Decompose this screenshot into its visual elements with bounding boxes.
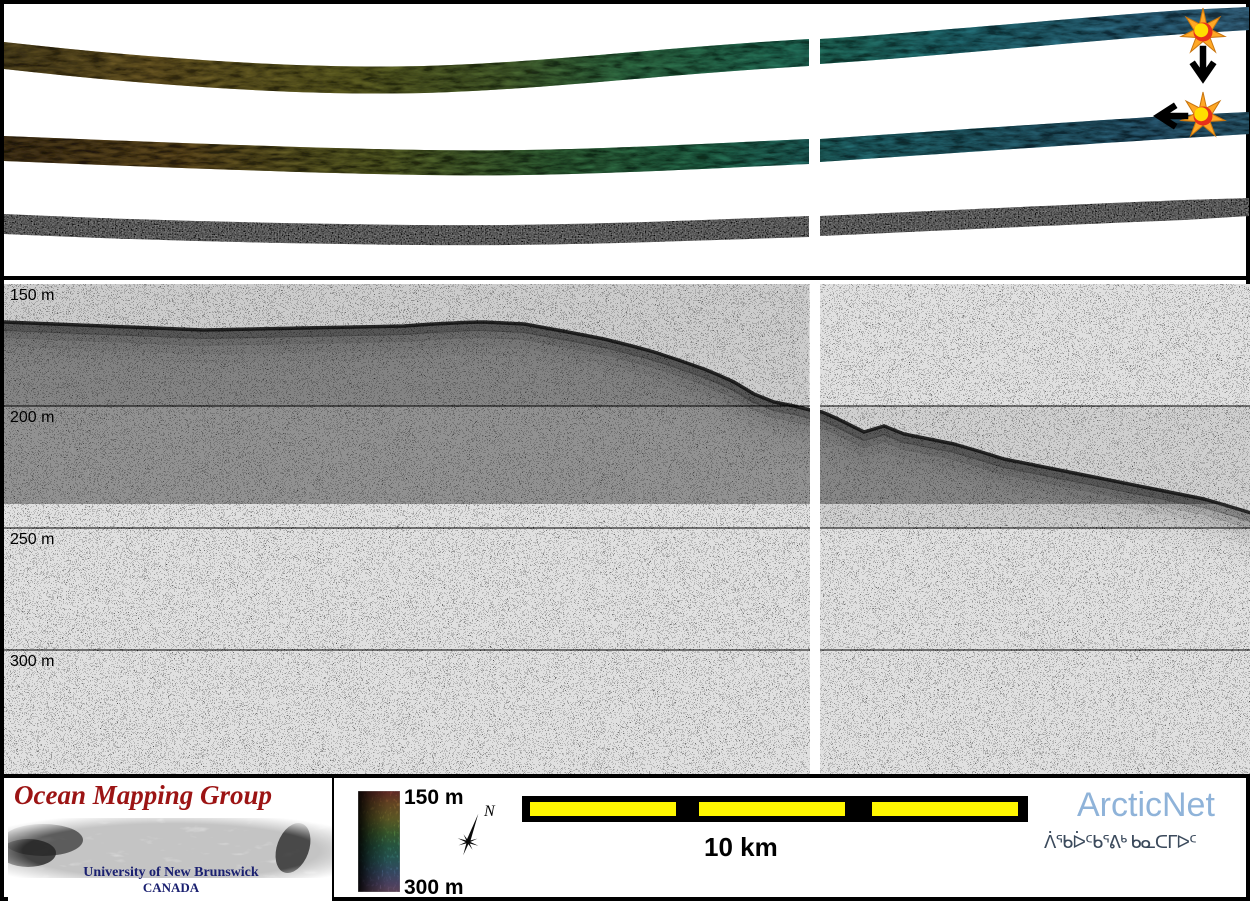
svg-text:300 m: 300 m <box>10 653 54 670</box>
svg-text:150 m: 150 m <box>10 287 54 304</box>
svg-text:250 m: 250 m <box>10 531 54 548</box>
svg-text:200 m: 200 m <box>10 409 54 426</box>
svg-text:N: N <box>483 804 496 820</box>
